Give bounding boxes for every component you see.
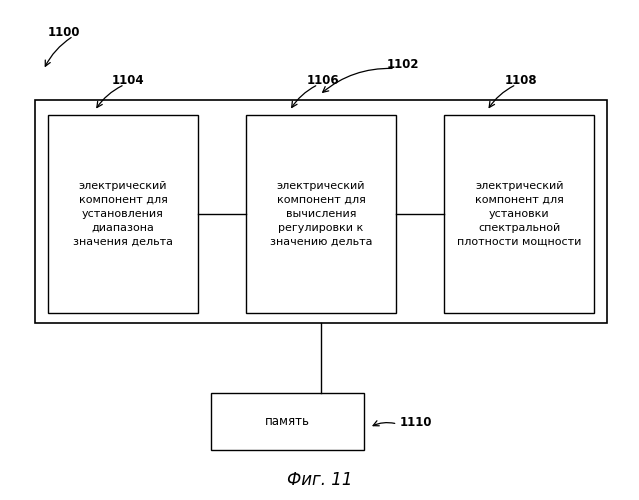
- Text: Фиг. 11: Фиг. 11: [287, 471, 352, 489]
- Text: 1102: 1102: [387, 58, 419, 71]
- Text: электрический
компонент для
установления
диапазона
значения дельта: электрический компонент для установления…: [73, 180, 173, 246]
- Bar: [211, 392, 364, 450]
- Bar: [246, 115, 396, 312]
- Bar: [48, 115, 198, 312]
- Text: 1100: 1100: [48, 26, 81, 39]
- Text: память: память: [265, 415, 310, 428]
- Text: 1110: 1110: [399, 416, 432, 429]
- Text: 1108: 1108: [505, 74, 537, 88]
- Bar: [35, 100, 607, 322]
- Text: 1106: 1106: [307, 74, 339, 88]
- Text: электрический
компонент для
установки
спектральной
плотности мощности: электрический компонент для установки сп…: [457, 180, 581, 246]
- Bar: [444, 115, 594, 312]
- Text: электрический
компонент для
вычисления
регулировки к
значению дельта: электрический компонент для вычисления р…: [270, 180, 373, 246]
- Text: 1104: 1104: [112, 74, 144, 88]
